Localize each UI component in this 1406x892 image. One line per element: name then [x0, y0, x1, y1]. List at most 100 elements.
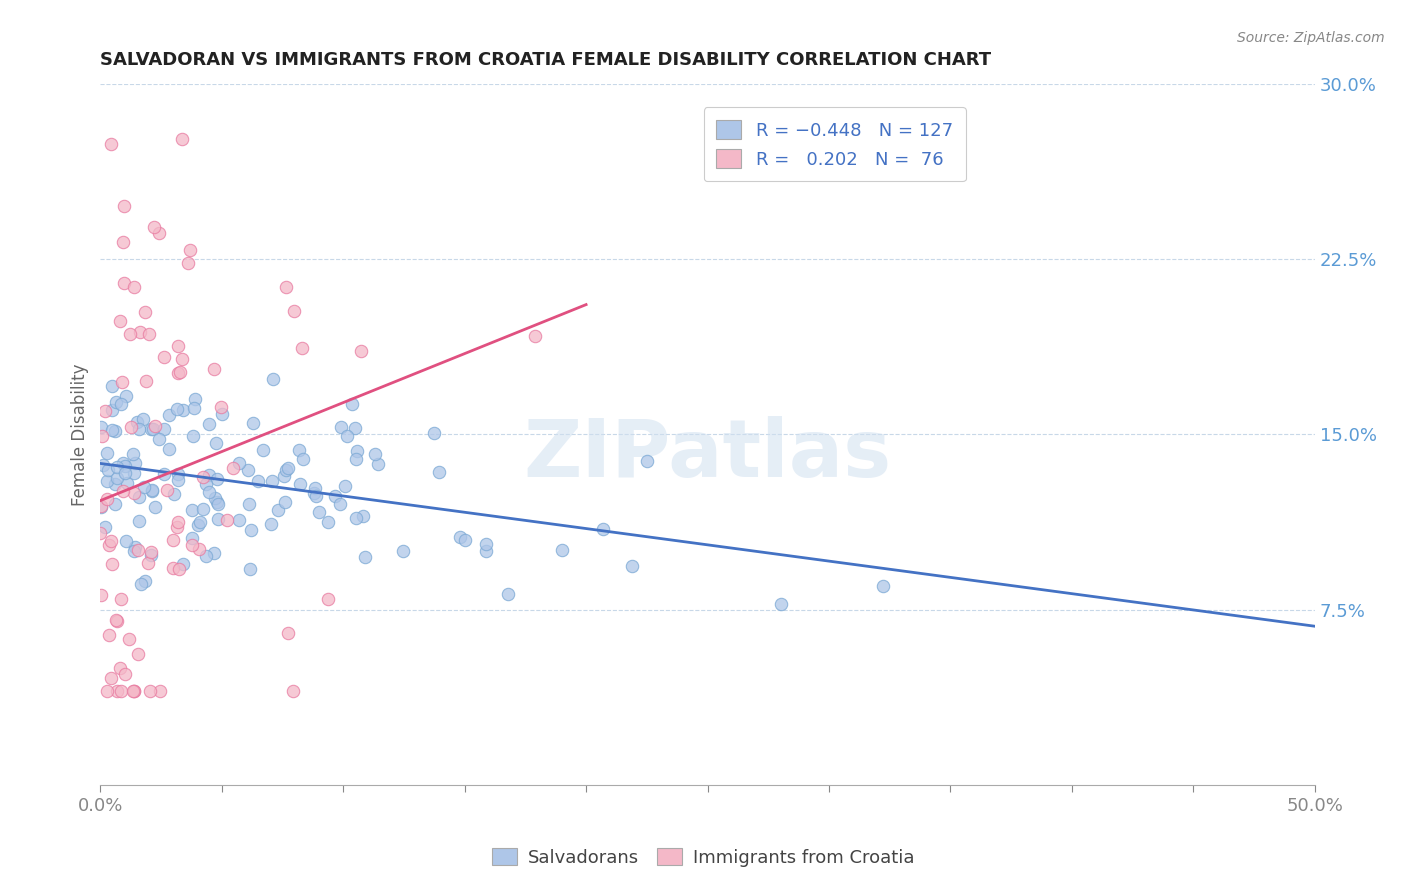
Point [181, 429, 204, 443]
Point [98, 627, 121, 641]
Point [96, 492, 118, 507]
Point [304, 481, 326, 495]
Point [132, 480, 155, 494]
Point [316, 592, 339, 607]
Point [238, 497, 260, 511]
Point [202, 546, 225, 560]
Point [209, 400, 232, 414]
Point [329, 419, 352, 434]
Point [364, 447, 387, 461]
Point [180, 503, 202, 517]
Point [142, 422, 165, 436]
Point [350, 343, 373, 358]
Point [228, 456, 250, 470]
Point [344, 451, 367, 466]
Point [222, 461, 245, 475]
Point [134, 305, 156, 319]
Point [344, 510, 367, 524]
Point [104, 613, 127, 627]
Point [148, 226, 170, 240]
Point [127, 647, 149, 661]
Point [100, 137, 122, 152]
Point [204, 435, 226, 450]
Point [149, 684, 172, 698]
Point [114, 466, 136, 480]
Point [198, 485, 221, 500]
Point [143, 500, 166, 515]
Point [90, 499, 112, 513]
Point [187, 541, 209, 556]
Point [305, 489, 328, 503]
Point [346, 444, 368, 458]
Point [157, 442, 180, 456]
Point [769, 598, 792, 612]
Point [118, 632, 141, 646]
Point [352, 509, 374, 524]
Point [132, 412, 155, 426]
Point [288, 442, 311, 457]
Point [207, 497, 229, 511]
Text: ZIPatlas: ZIPatlas [523, 417, 891, 494]
Point [90, 500, 112, 514]
Point [292, 452, 315, 467]
Point [96, 684, 118, 698]
Point [172, 132, 194, 146]
Point [111, 375, 134, 389]
Point [100, 671, 122, 685]
Point [283, 304, 305, 318]
Point [128, 490, 150, 504]
Point [157, 409, 180, 423]
Point [101, 403, 124, 417]
Point [128, 422, 150, 436]
Point [163, 487, 186, 501]
Point [153, 350, 176, 364]
Point [138, 556, 160, 570]
Point [111, 456, 134, 470]
Point [228, 512, 250, 526]
Point [101, 557, 124, 571]
Point [191, 469, 214, 483]
Point [138, 327, 160, 342]
Point [240, 523, 263, 537]
Point [449, 530, 471, 544]
Point [104, 476, 127, 491]
Point [125, 415, 148, 429]
Point [166, 402, 188, 417]
Point [205, 472, 228, 486]
Point [91, 429, 114, 443]
Point [166, 520, 188, 534]
Point [336, 429, 359, 443]
Point [128, 325, 150, 339]
Point [96, 474, 118, 488]
Point [524, 329, 547, 343]
Point [101, 423, 124, 437]
Point [112, 199, 135, 213]
Point [107, 684, 129, 698]
Point [273, 468, 295, 483]
Point [236, 463, 259, 477]
Point [183, 401, 205, 416]
Point [112, 276, 135, 290]
Point [304, 486, 326, 500]
Point [105, 459, 128, 474]
Point [252, 443, 274, 458]
Point [101, 378, 124, 392]
Point [122, 447, 145, 461]
Point [108, 661, 131, 675]
Point [454, 533, 477, 548]
Point [308, 505, 330, 519]
Point [114, 667, 136, 681]
Point [354, 550, 377, 565]
Point [274, 280, 297, 294]
Point [636, 454, 658, 468]
Point [316, 516, 339, 530]
Point [104, 496, 127, 510]
Point [162, 533, 184, 548]
Point [108, 314, 131, 328]
Point [110, 591, 132, 606]
Point [162, 561, 184, 575]
Point [592, 522, 614, 536]
Text: Source: ZipAtlas.com: Source: ZipAtlas.com [1237, 31, 1385, 45]
Point [207, 495, 229, 509]
Point [474, 537, 496, 551]
